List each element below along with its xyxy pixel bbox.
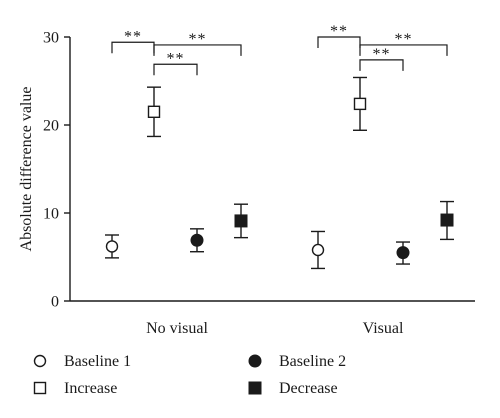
significance-label: ** xyxy=(124,28,142,45)
legend-item-baseline-2: Baseline 2 xyxy=(248,353,346,370)
data-point-baseline-2 xyxy=(396,246,410,260)
point-group-increase xyxy=(147,86,161,138)
y-axis-title: Absolute difference value xyxy=(18,87,35,252)
point-group-increase xyxy=(353,76,367,131)
legend-item-increase: Increase xyxy=(33,380,117,397)
point-group-baseline-1 xyxy=(311,230,325,270)
data-marks xyxy=(105,76,454,270)
significance-label: ** xyxy=(330,23,348,40)
legend-marker xyxy=(248,354,262,368)
point-group-baseline-1 xyxy=(105,234,119,259)
significance-bracket: ** xyxy=(359,31,448,56)
legend-marker xyxy=(248,381,262,395)
bracket-line xyxy=(153,44,242,56)
data-point-increase xyxy=(353,97,367,111)
legend: Baseline 1 Baseline 2 Increase Decrease xyxy=(33,353,346,397)
legend-marker xyxy=(33,354,47,368)
x-category-label: Visual xyxy=(363,320,404,337)
data-point-baseline-1 xyxy=(311,243,325,257)
significance-bracket: ** xyxy=(153,31,242,56)
bracket-line xyxy=(153,63,198,76)
bracket-line xyxy=(359,44,448,56)
significance-label: ** xyxy=(395,31,413,48)
data-point-baseline-2 xyxy=(190,233,204,247)
point-group-baseline-2 xyxy=(190,228,204,253)
x-category-label: No visual xyxy=(146,320,208,337)
y-tick-label: 0 xyxy=(51,294,59,311)
legend-marker xyxy=(33,381,47,395)
legend-label: Baseline 1 xyxy=(64,353,131,370)
significance-brackets: ** ****** **** xyxy=(111,23,448,76)
y-tick-label: 30 xyxy=(43,30,59,47)
point-group-decrease xyxy=(234,203,248,239)
data-point-decrease xyxy=(234,214,248,228)
significance-label: ** xyxy=(189,31,207,48)
data-point-baseline-1 xyxy=(105,240,119,253)
bracket-line xyxy=(317,36,361,48)
y-tick-label: 10 xyxy=(43,206,59,223)
significance-label: ** xyxy=(167,50,185,67)
significance-label: ** xyxy=(373,46,391,63)
bracket-line xyxy=(359,59,404,71)
legend-item-baseline-1: Baseline 1 xyxy=(33,353,131,370)
legend-label: Increase xyxy=(64,380,117,397)
y-tick-label: 20 xyxy=(43,118,59,135)
legend-item-decrease: Decrease xyxy=(248,380,338,397)
significance-bracket: ** xyxy=(359,46,404,71)
significance-bracket: ** xyxy=(111,28,155,54)
significance-bracket: ** xyxy=(317,23,361,48)
point-group-decrease xyxy=(440,200,454,241)
legend-label: Decrease xyxy=(279,380,338,397)
data-point-increase xyxy=(147,105,161,119)
significance-bracket: ** xyxy=(153,50,198,76)
legend-label: Baseline 2 xyxy=(279,353,346,370)
data-point-decrease xyxy=(440,213,454,227)
point-group-baseline-2 xyxy=(396,241,410,265)
chart-axes: 0 10 20 30 No visual Visual Absolute differenc… xyxy=(18,30,475,337)
